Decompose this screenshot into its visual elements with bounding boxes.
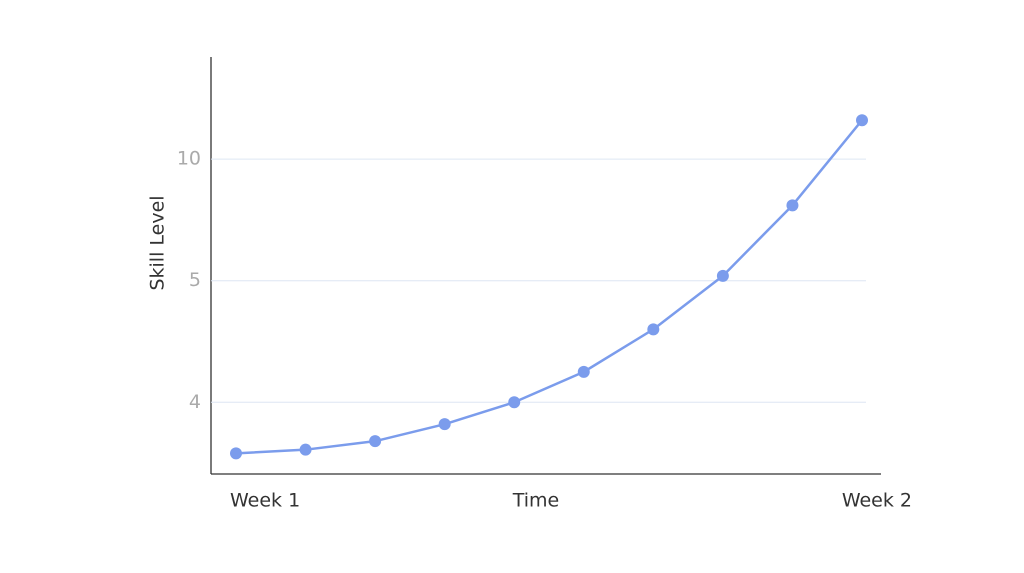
y-tick-label: 5 <box>189 269 201 291</box>
point <box>508 396 521 409</box>
x-tick-label: Week 1 <box>230 490 300 512</box>
x-axis-label: Time <box>512 490 560 512</box>
point <box>299 443 312 456</box>
y-tick-label: 4 <box>189 391 201 413</box>
line <box>235 119 863 455</box>
point <box>647 323 660 336</box>
point <box>577 365 590 378</box>
point <box>230 447 242 460</box>
point <box>856 114 868 127</box>
point <box>438 418 451 431</box>
point <box>716 269 729 282</box>
y-axis-label: Skill Level <box>147 195 169 290</box>
point <box>786 199 799 212</box>
x-tick-label: Week 2 <box>842 490 912 512</box>
point <box>369 435 382 448</box>
y-tick-label: 10 <box>177 148 201 170</box>
